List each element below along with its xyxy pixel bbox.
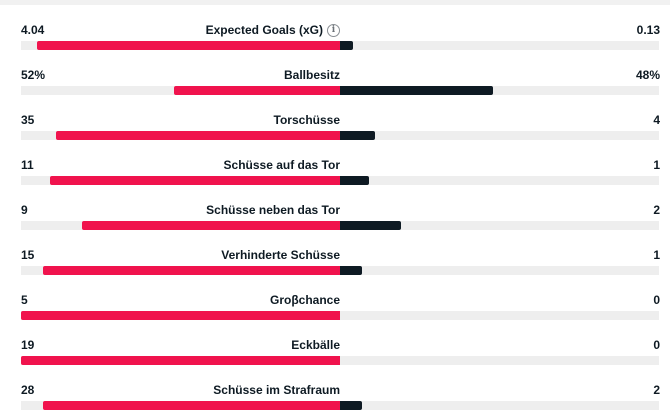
stat-label: Groβchance xyxy=(269,293,340,307)
away-bar xyxy=(340,131,375,140)
away-bar xyxy=(340,41,353,50)
stat-row-schuesse-auf-das-tor: 11 Schüsse auf das Tor 1 xyxy=(0,156,670,186)
stat-row-grosschance: 5 Groβchance 0 xyxy=(0,291,670,321)
stat-label-wrap: Expected Goals (xG) i xyxy=(206,21,340,39)
away-bar-track xyxy=(340,176,659,185)
home-value: 19 xyxy=(21,338,35,352)
home-bar-track xyxy=(21,221,340,230)
home-bar xyxy=(21,356,340,365)
home-bar xyxy=(37,41,340,50)
home-bar xyxy=(82,221,340,230)
home-bar-track xyxy=(21,176,340,185)
home-bar xyxy=(21,311,340,320)
away-value: 0.13 xyxy=(636,23,660,37)
home-bar-track xyxy=(21,41,340,50)
info-icon[interactable]: i xyxy=(327,23,340,37)
stat-row-schuesse-neben-das-tor: 9 Schüsse neben das Tor 2 xyxy=(0,201,670,231)
home-bar-track xyxy=(21,401,340,410)
away-value: 48% xyxy=(635,68,660,82)
away-bar xyxy=(340,176,369,185)
home-bar-track xyxy=(21,86,340,95)
away-bar-track xyxy=(340,311,659,320)
away-value: 0 xyxy=(653,293,660,307)
away-bar-track xyxy=(340,221,659,230)
away-bar xyxy=(340,221,401,230)
stat-row-torschuesse: 35 Torschüsse 4 xyxy=(0,111,670,141)
home-bar xyxy=(50,176,340,185)
away-bar-track xyxy=(340,131,659,140)
away-value: 1 xyxy=(653,248,660,262)
home-value: 5 xyxy=(21,293,28,307)
away-value: 2 xyxy=(653,203,660,217)
home-value: 11 xyxy=(21,158,34,172)
home-value: 52% xyxy=(21,68,46,82)
away-bar-track xyxy=(340,86,659,95)
stat-label: Verhinderte Schüsse xyxy=(221,248,340,262)
stat-row-expected-goals: 4.04 Expected Goals (xG) i 0.13 xyxy=(0,21,670,51)
stat-label: Schüsse im Strafraum xyxy=(213,383,340,397)
home-value: 9 xyxy=(21,203,28,217)
home-bar xyxy=(174,86,340,95)
home-value: 4.04 xyxy=(21,23,45,37)
away-bar xyxy=(340,266,362,275)
stat-row-ballbesitz: 52% Ballbesitz 48% xyxy=(0,66,670,96)
home-value: 15 xyxy=(21,248,35,262)
section-divider xyxy=(0,0,670,5)
home-bar-track xyxy=(21,356,340,365)
home-bar xyxy=(56,131,340,140)
away-bar-track xyxy=(340,356,659,365)
stat-label: Expected Goals (xG) xyxy=(205,23,323,37)
home-value: 35 xyxy=(21,113,35,127)
stat-row-eckbaelle: 19 Eckbälle 0 xyxy=(0,336,670,366)
home-value: 28 xyxy=(21,383,35,397)
away-value: 2 xyxy=(653,383,660,397)
away-value: 0 xyxy=(653,338,660,352)
stat-label: Schüsse auf das Tor xyxy=(223,158,340,172)
away-value: 4 xyxy=(653,113,660,127)
stat-row-verhinderte-schuesse: 15 Verhinderte Schüsse 1 xyxy=(0,246,670,276)
away-value: 1 xyxy=(653,158,660,172)
away-bar-track xyxy=(340,401,659,410)
home-bar xyxy=(43,266,340,275)
stat-label: Torschüsse xyxy=(273,113,340,127)
home-bar-track xyxy=(21,266,340,275)
stat-label: Eckbälle xyxy=(291,338,340,352)
stat-label: Schüsse neben das Tor xyxy=(206,203,340,217)
stat-label: Ballbesitz xyxy=(283,68,340,82)
away-bar xyxy=(340,401,362,410)
away-bar-track xyxy=(340,41,659,50)
away-bar xyxy=(340,86,493,95)
home-bar-track xyxy=(21,311,340,320)
home-bar-track xyxy=(21,131,340,140)
stat-row-schuesse-im-strafraum: 28 Schüsse im Strafraum 2 xyxy=(0,381,670,411)
away-bar-track xyxy=(340,266,659,275)
home-bar xyxy=(43,401,340,410)
